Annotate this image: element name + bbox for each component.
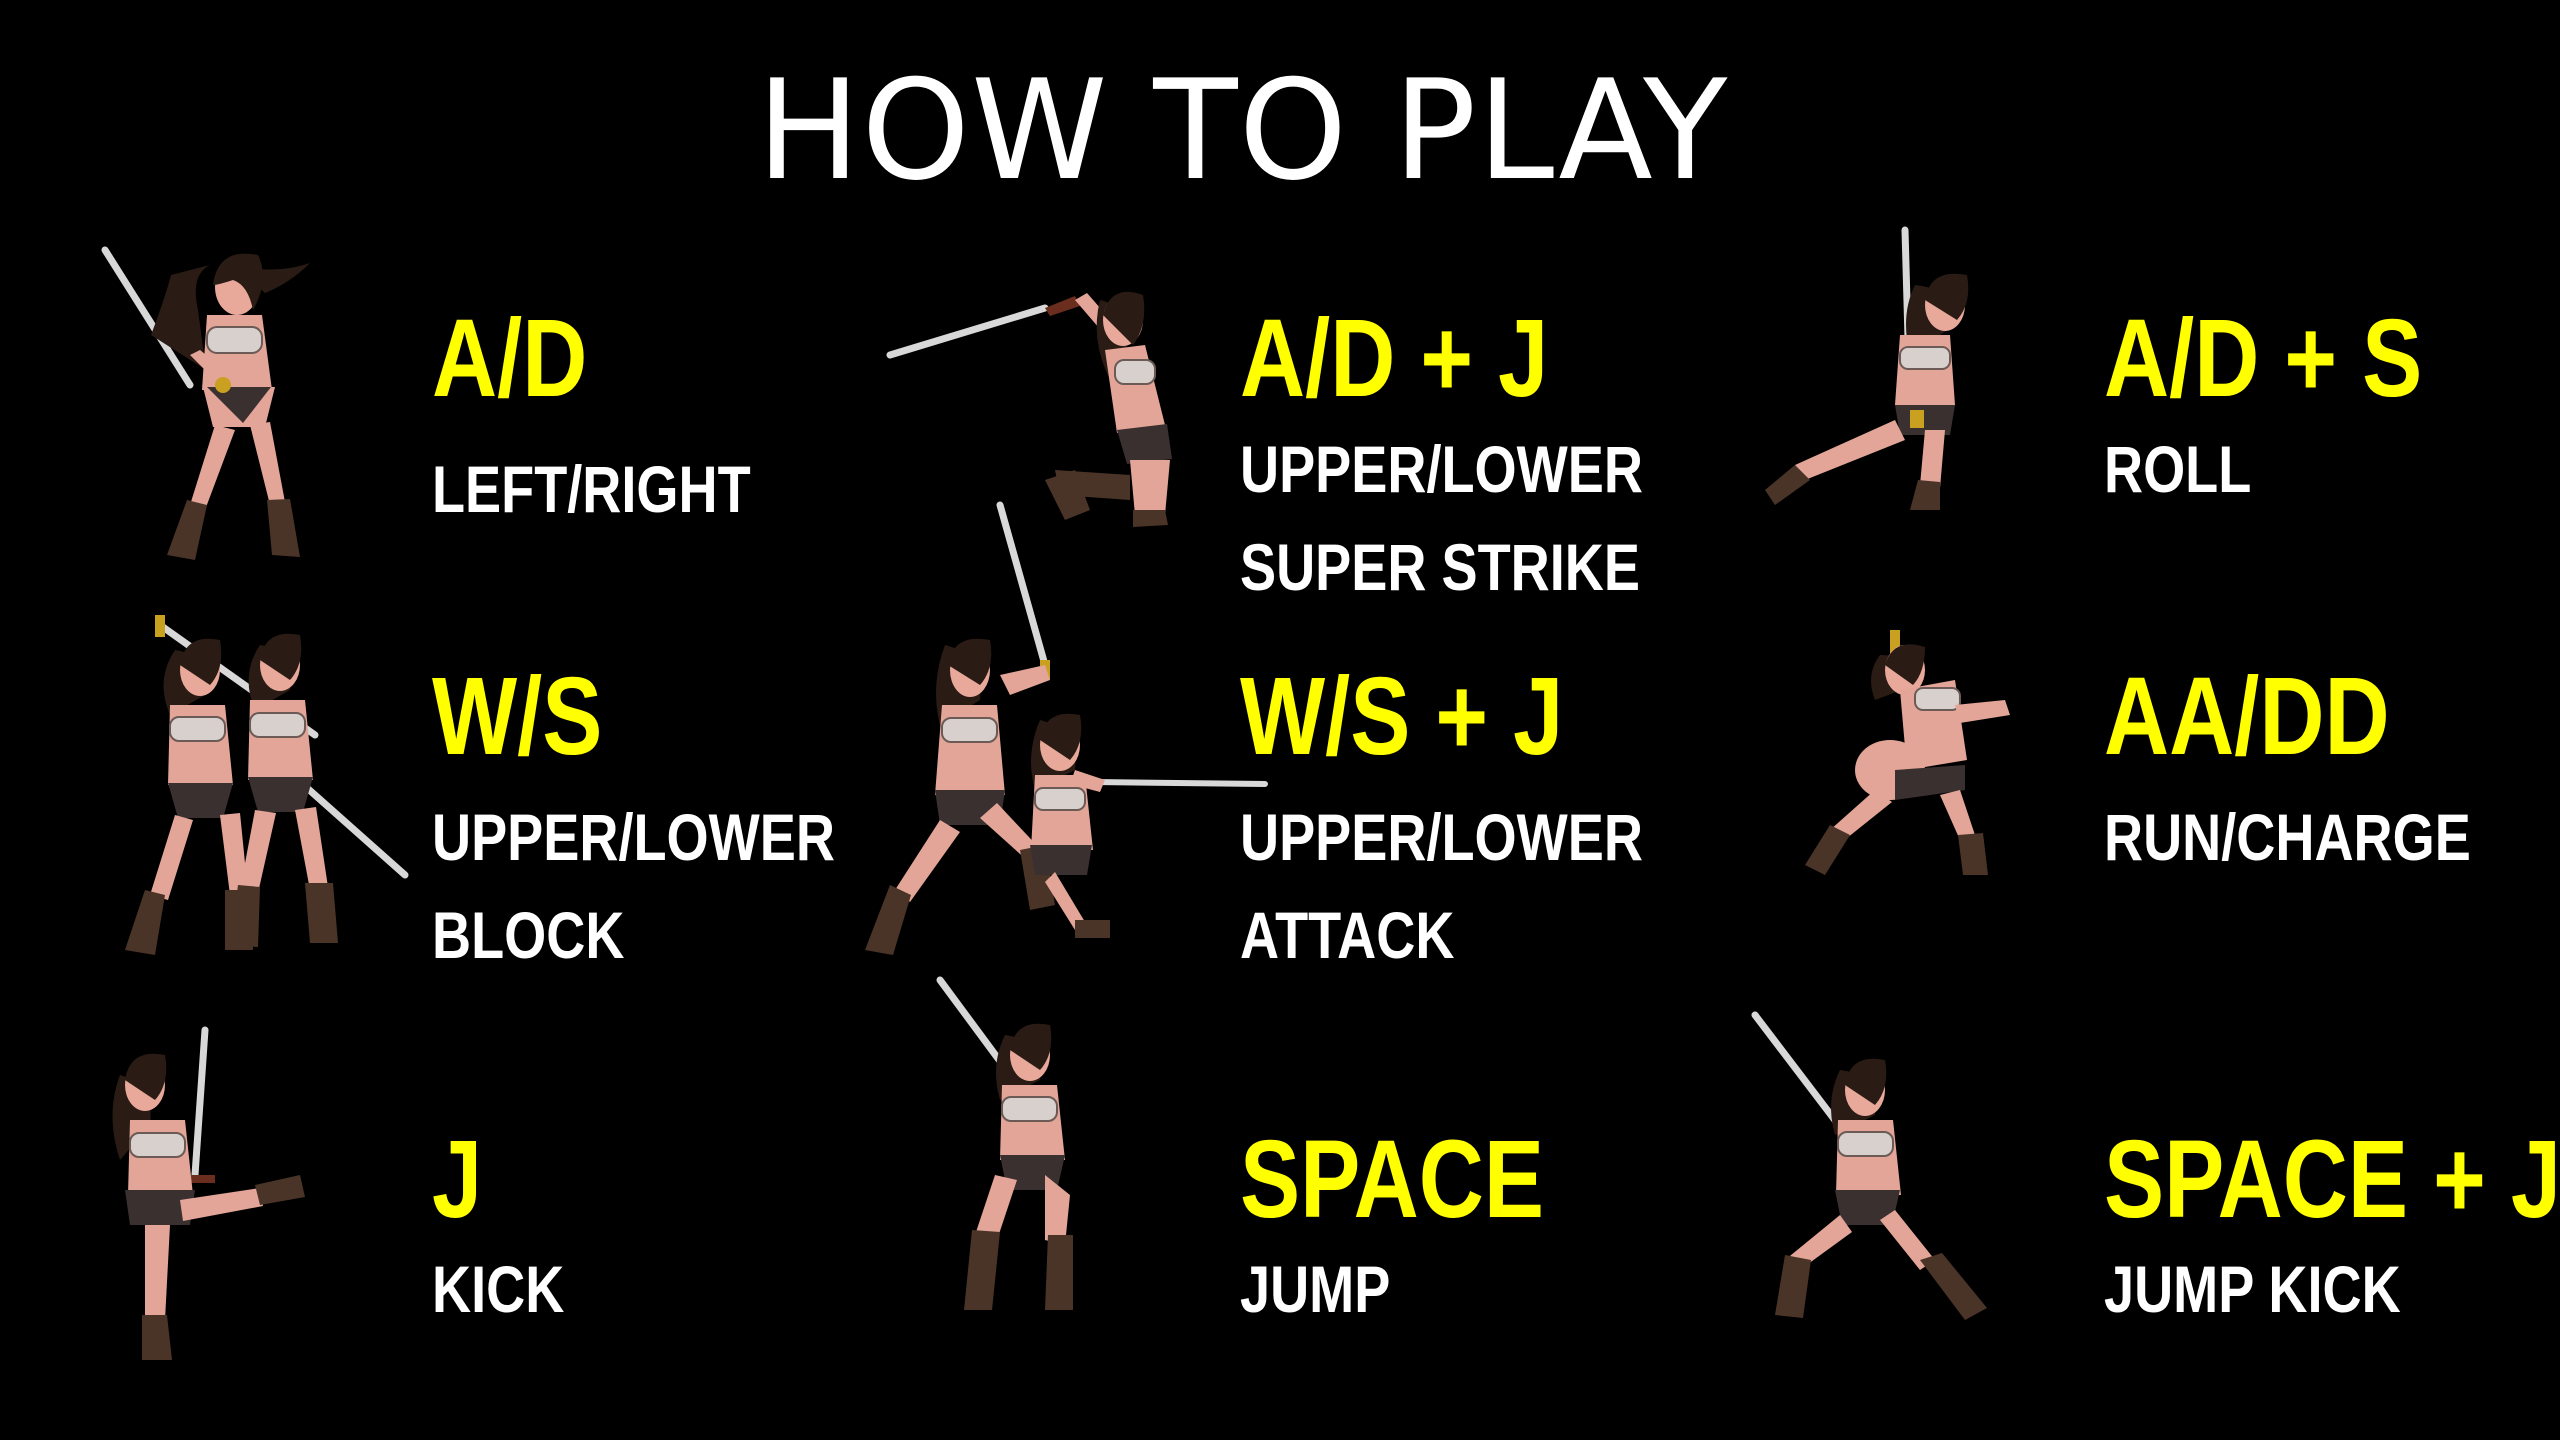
warrior-run-icon — [1805, 630, 2010, 875]
page-title: HOW TO PLAY — [756, 50, 1729, 211]
key-a-d-plus-j: A/D + J — [1240, 297, 1549, 420]
key-aa-dd: AA/DD — [2104, 655, 2390, 778]
warrior-attack-icon — [865, 501, 1268, 955]
action-upper-lower-attack: UPPER/LOWER ATTACK — [1240, 788, 1643, 984]
action-jump: JUMP — [1240, 1240, 1390, 1338]
action-line: BLOCK — [432, 898, 625, 972]
key-a-d-plus-s: A/D + S — [2104, 297, 2423, 420]
warrior-sword-raised-idle-icon — [101, 246, 310, 560]
warrior-jump-strike-icon — [886, 291, 1172, 527]
action-line: UPPER/LOWER — [1240, 800, 1643, 874]
action-upper-lower-super-strike: UPPER/LOWER SUPER STRIKE — [1240, 420, 1643, 616]
key-space-plus-j: SPACE + J — [2104, 1118, 2560, 1241]
action-line: SUPER STRIKE — [1240, 530, 1640, 604]
action-line: LEFT/RIGHT — [432, 452, 751, 526]
action-line: UPPER/LOWER — [1240, 432, 1643, 506]
warrior-kick-icon — [112, 1026, 305, 1360]
action-upper-lower-block: UPPER/LOWER BLOCK — [432, 788, 835, 984]
action-line: ATTACK — [1240, 898, 1455, 972]
action-line: RUN/CHARGE — [2104, 800, 2471, 874]
action-line: JUMP KICK — [2104, 1252, 2401, 1326]
action-run-charge: RUN/CHARGE — [2104, 788, 2471, 886]
action-line: JUMP — [1240, 1252, 1391, 1326]
action-line: ROLL — [2104, 432, 2252, 506]
key-w-s: W/S — [432, 655, 603, 778]
action-kick: KICK — [432, 1240, 564, 1338]
action-line: KICK — [432, 1252, 565, 1326]
action-line: UPPER/LOWER — [432, 800, 835, 874]
action-jump-kick: JUMP KICK — [2104, 1240, 2401, 1338]
warrior-block-icon — [125, 615, 409, 955]
key-space: SPACE — [1240, 1118, 1545, 1241]
warrior-jump-kick-icon — [1751, 1011, 1987, 1320]
warrior-roll-icon — [1765, 226, 1969, 510]
key-a-d: A/D — [432, 297, 588, 420]
key-j: J — [432, 1118, 483, 1241]
action-roll: ROLL — [2104, 420, 2251, 518]
key-w-s-plus-j: W/S + J — [1240, 655, 1564, 778]
action-left-right: LEFT/RIGHT — [432, 440, 751, 538]
warrior-jump-crouch-icon — [936, 976, 1073, 1310]
